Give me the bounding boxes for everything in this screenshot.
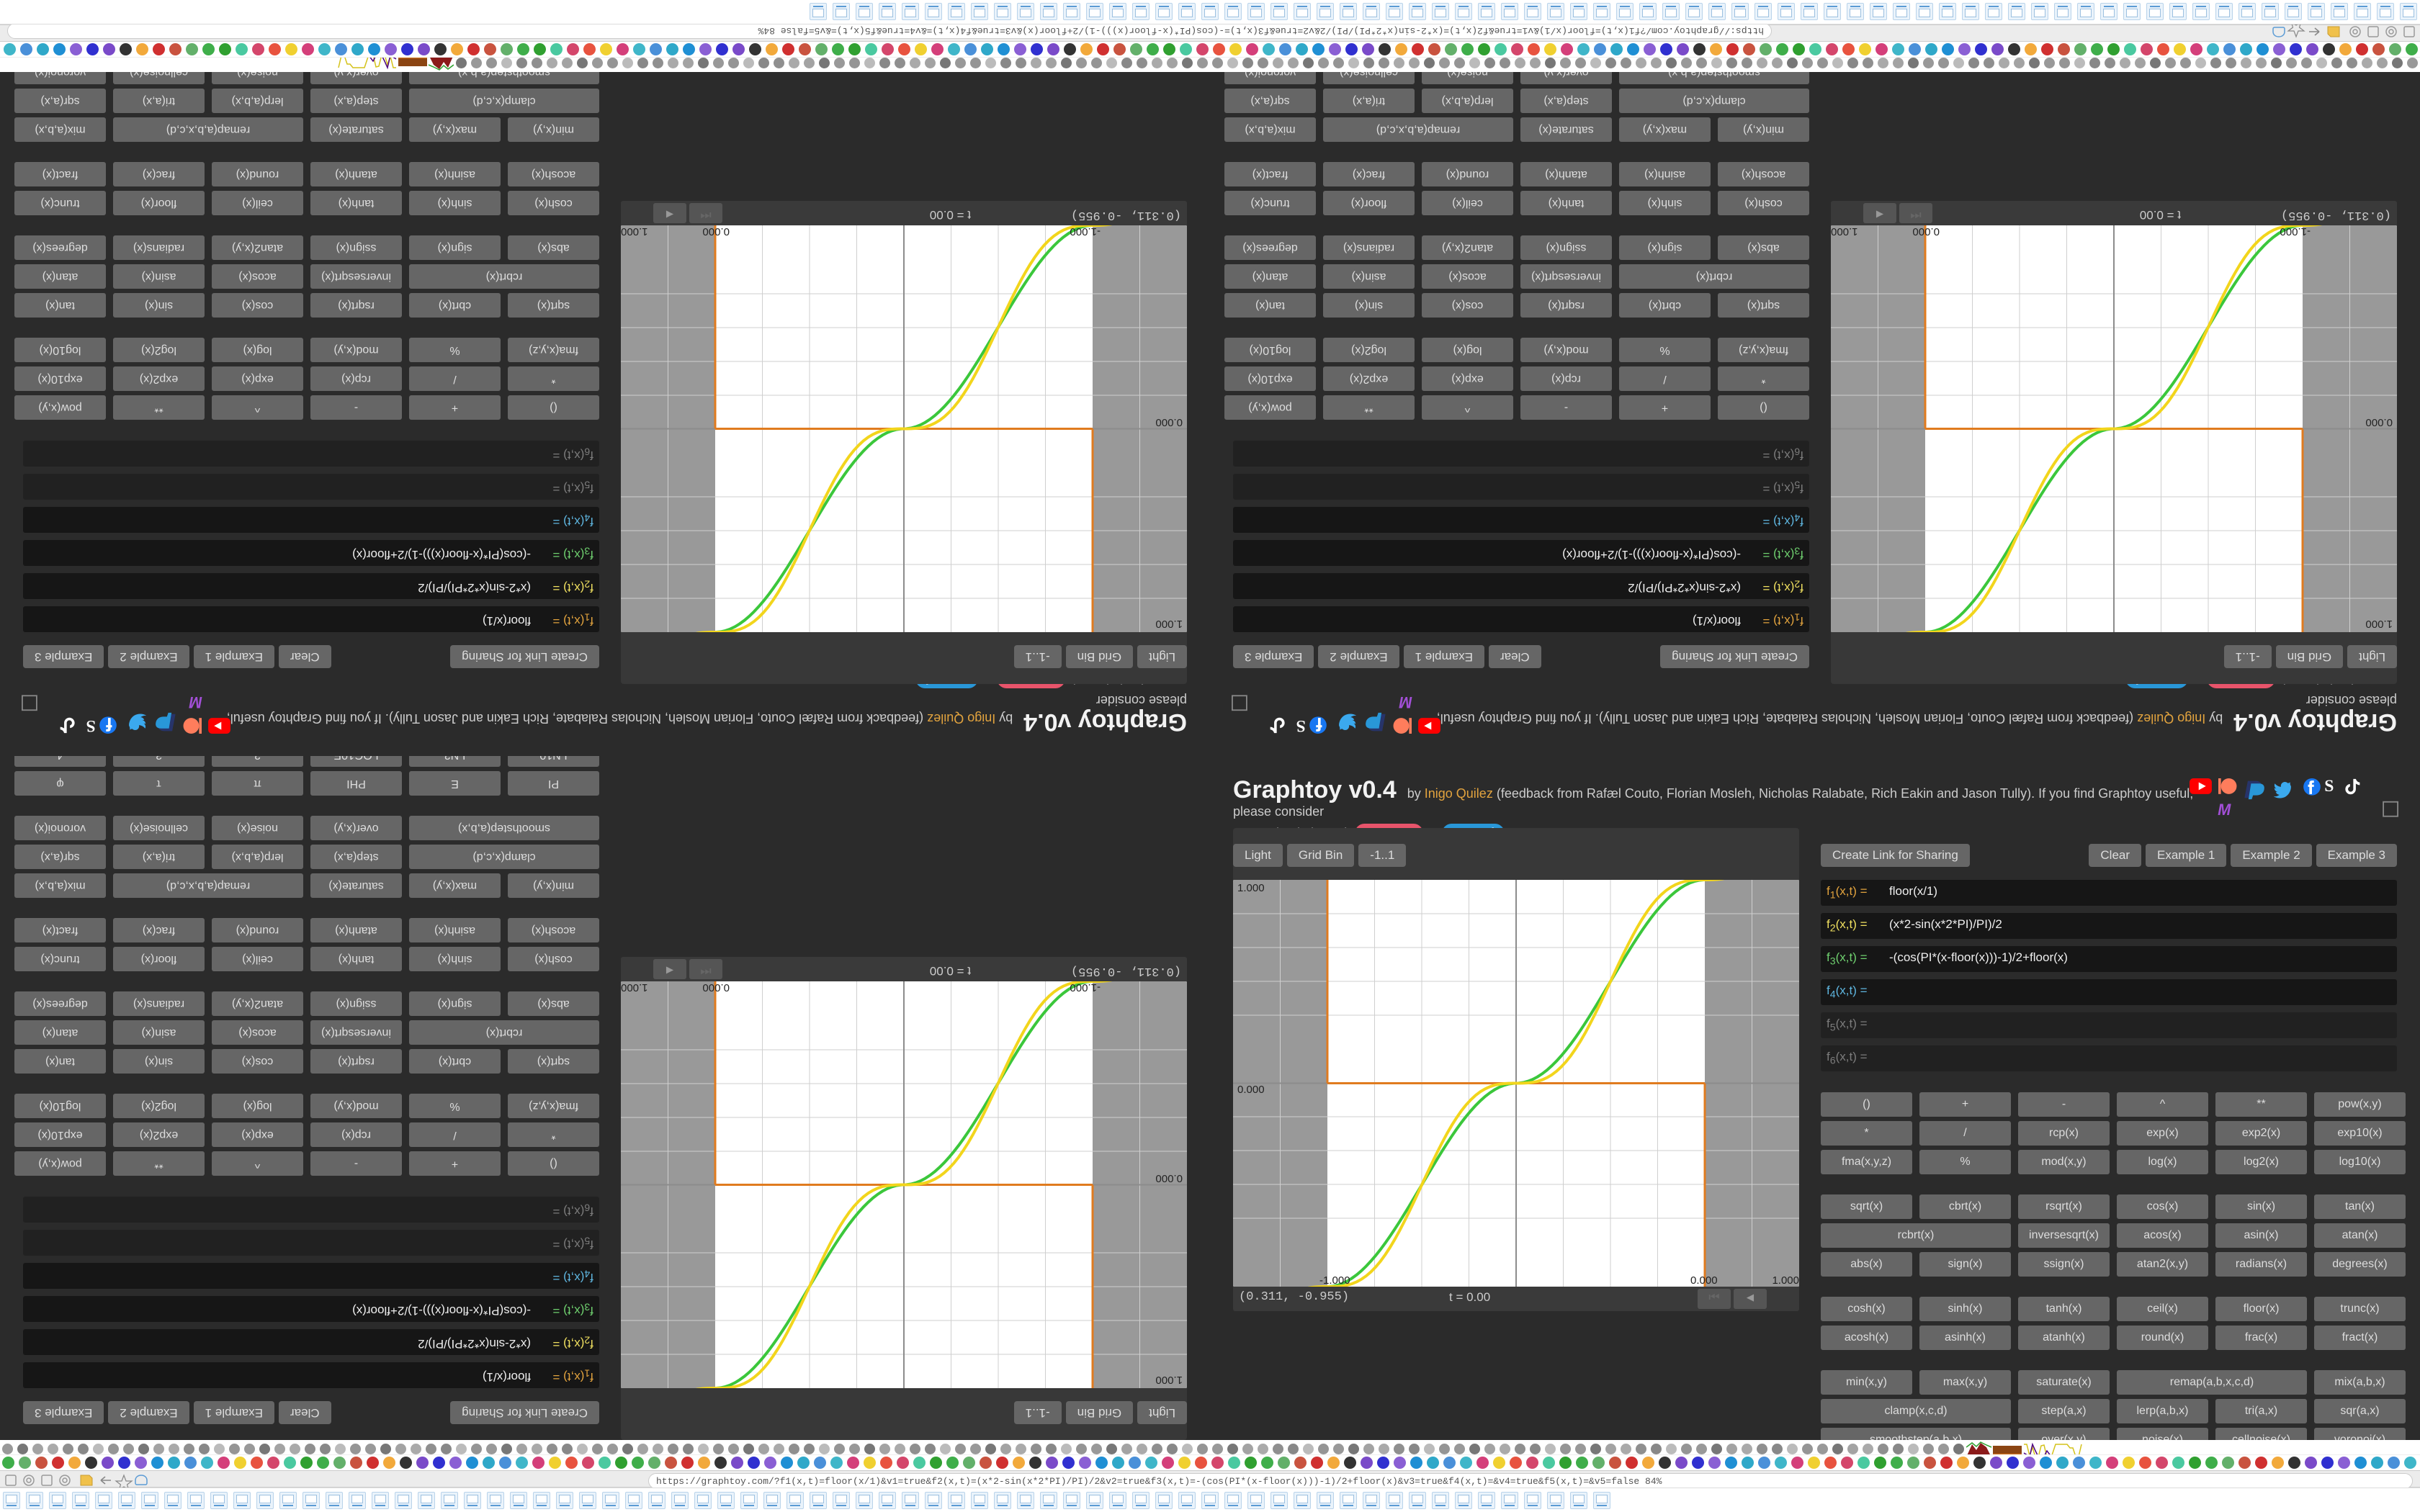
svg-text:1.000: 1.000: [1772, 1274, 1799, 1287]
svg-text:1.000: 1.000: [621, 981, 648, 994]
svg-text:1.000: 1.000: [1155, 1374, 1183, 1386]
svg-text:1.000: 1.000: [1831, 225, 1858, 238]
svg-text:0.000: 0.000: [702, 981, 730, 994]
svg-text:-1.000: -1.000: [2280, 225, 2311, 238]
svg-text:S: S: [86, 716, 96, 735]
svg-text:0.000: 0.000: [2365, 416, 2393, 428]
svg-text:0.000: 0.000: [1155, 1172, 1183, 1184]
svg-text:0.000: 0.000: [1912, 225, 1940, 238]
svg-text:1.000: 1.000: [1237, 882, 1265, 894]
svg-text:-1.000: -1.000: [1319, 1274, 1350, 1287]
svg-text:M: M: [189, 693, 202, 711]
svg-text:-1.000: -1.000: [1070, 225, 1101, 238]
svg-text:M: M: [1399, 693, 1412, 711]
svg-text:0.000: 0.000: [1155, 416, 1183, 428]
svg-text:1.000: 1.000: [621, 225, 648, 238]
svg-text:-1.000: -1.000: [1070, 981, 1101, 994]
svg-text:0.000: 0.000: [702, 225, 730, 238]
svg-text:S: S: [1296, 716, 1306, 735]
svg-text:S: S: [2324, 777, 2334, 796]
svg-text:M: M: [2218, 801, 2231, 819]
svg-text:0.000: 0.000: [1237, 1084, 1265, 1096]
svg-text:1.000: 1.000: [2365, 618, 2393, 630]
svg-text:1.000: 1.000: [1155, 618, 1183, 630]
svg-text:0.000: 0.000: [1690, 1274, 1718, 1287]
